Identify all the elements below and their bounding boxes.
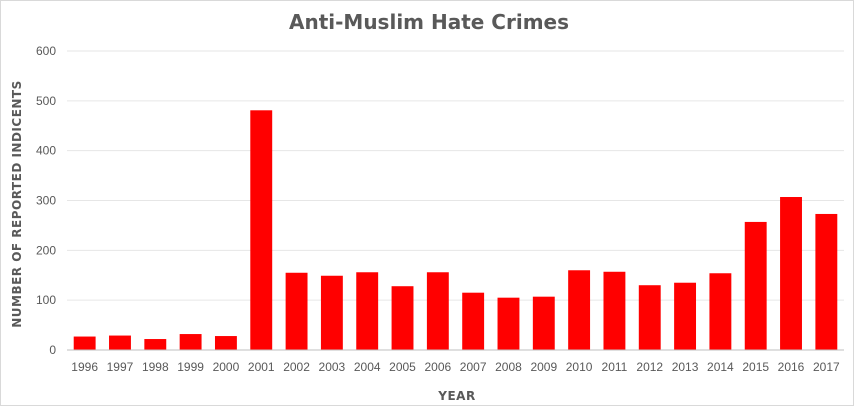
y-tick-label: 200 bbox=[36, 243, 56, 257]
x-tick-label: 2007 bbox=[460, 360, 487, 374]
y-tick-label: 0 bbox=[49, 343, 56, 357]
x-tick-label: 2003 bbox=[319, 360, 346, 374]
x-tick-label: 1999 bbox=[177, 360, 204, 374]
x-tick-label: 2002 bbox=[283, 360, 310, 374]
bar-1999 bbox=[179, 334, 202, 350]
x-tick-label: 2015 bbox=[742, 360, 769, 374]
y-axis-title: NUMBER OF REPORTED INDICENTS bbox=[10, 80, 24, 328]
x-tick-label: 2013 bbox=[672, 360, 699, 374]
x-tick-label: 2011 bbox=[602, 360, 628, 374]
x-tick-label: 2010 bbox=[566, 360, 593, 374]
x-tick-label: 2016 bbox=[778, 360, 805, 374]
bar-1997 bbox=[109, 335, 131, 350]
x-tick-label: 1996 bbox=[71, 360, 98, 374]
x-tick-label: 2009 bbox=[530, 360, 557, 374]
bar-2004 bbox=[356, 272, 379, 350]
y-tick-label: 100 bbox=[36, 293, 56, 307]
bars bbox=[73, 110, 838, 350]
bar-2011 bbox=[603, 271, 626, 350]
x-tick-label: 2014 bbox=[707, 360, 734, 374]
x-tick-label: 2017 bbox=[813, 360, 840, 374]
x-tick-label: 1997 bbox=[107, 360, 134, 374]
y-tick-label: 500 bbox=[36, 94, 56, 108]
bar-2012 bbox=[638, 285, 661, 350]
y-axis-ticks: 0 100 200 300 400 500 600 bbox=[36, 44, 56, 357]
bar-2017 bbox=[815, 213, 838, 350]
bar-1996 bbox=[73, 336, 96, 350]
bar-2000 bbox=[214, 336, 237, 350]
bar-2005 bbox=[391, 286, 414, 350]
x-axis-title: YEAR bbox=[437, 389, 475, 403]
x-tick-label: 2000 bbox=[213, 360, 240, 374]
bar-2009 bbox=[532, 296, 555, 350]
bar-2007 bbox=[462, 292, 485, 350]
bar-2001 bbox=[250, 110, 273, 350]
bar-2008 bbox=[497, 297, 520, 350]
bar-1998 bbox=[144, 339, 167, 350]
bar-2013 bbox=[674, 282, 697, 350]
x-tick-label: 2005 bbox=[389, 360, 416, 374]
bar-2015 bbox=[744, 221, 767, 350]
x-tick-label: 2008 bbox=[495, 360, 522, 374]
x-tick-label: 2001 bbox=[248, 360, 275, 374]
y-tick-label: 600 bbox=[36, 44, 56, 58]
x-tick-label: 2004 bbox=[354, 360, 381, 374]
bar-2003 bbox=[320, 275, 343, 350]
x-axis-ticks: 1996 1997 1998 1999 2000 2001 2002 2003 2004 2005… bbox=[71, 360, 840, 374]
x-tick-label: 1998 bbox=[142, 360, 169, 374]
bar-2010 bbox=[568, 270, 591, 350]
bar-2014 bbox=[709, 273, 732, 350]
chart-title: Anti-Muslim Hate Crimes bbox=[289, 10, 569, 34]
x-tick-label: 2012 bbox=[636, 360, 663, 374]
y-tick-label: 400 bbox=[36, 144, 56, 158]
x-tick-label: 2006 bbox=[424, 360, 451, 374]
bar-2006 bbox=[426, 272, 449, 350]
bar-2002 bbox=[285, 272, 308, 350]
y-tick-label: 300 bbox=[36, 194, 56, 208]
gridlines bbox=[67, 50, 844, 301]
bar-2016 bbox=[780, 197, 802, 350]
